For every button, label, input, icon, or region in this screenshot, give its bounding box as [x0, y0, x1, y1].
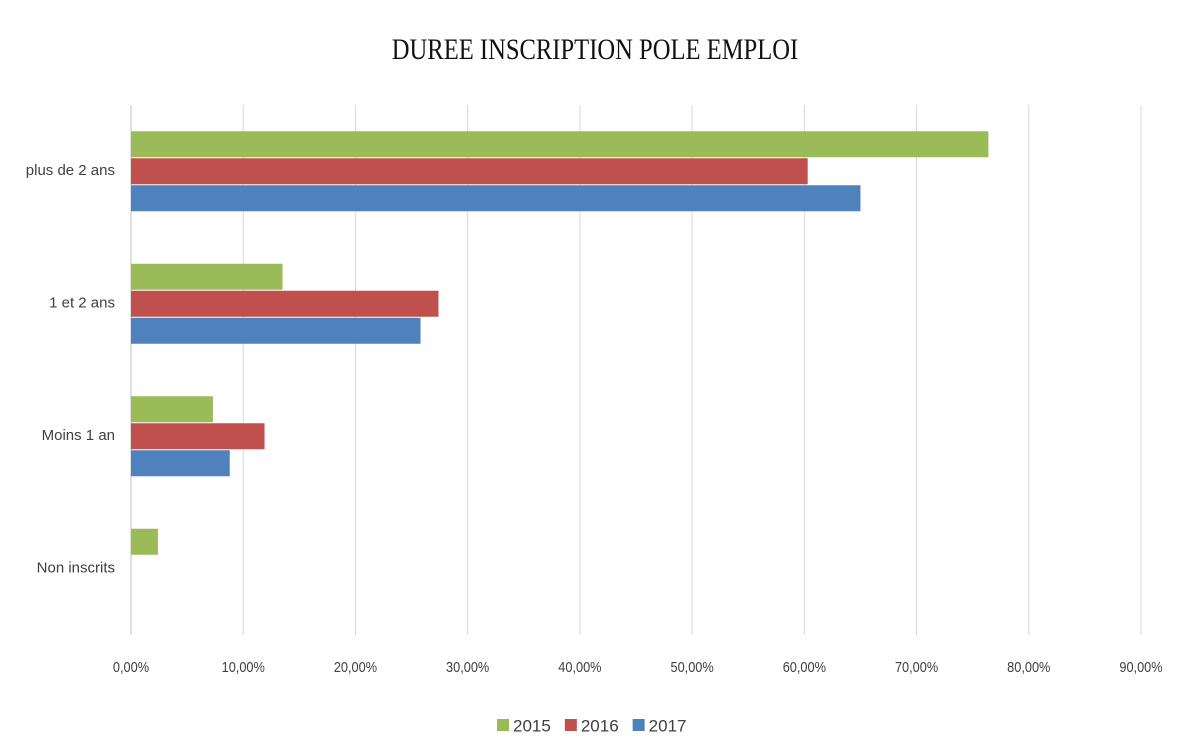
legend-label: 2015 [513, 716, 551, 735]
x-tick-label: 0,00% [113, 658, 149, 675]
x-tick-label: 50,00% [671, 658, 714, 675]
bar [131, 423, 265, 450]
bar [131, 185, 861, 212]
legend-swatch [632, 719, 645, 731]
y-tick-label: Non inscrits [37, 560, 115, 577]
x-tick-label: 60,00% [783, 658, 826, 675]
x-tick-label: 90,00% [1119, 658, 1162, 675]
x-tick-label: 30,00% [446, 658, 489, 675]
y-tick-label: 1 et 2 ans [49, 295, 115, 312]
bar [131, 290, 439, 317]
x-tick-label: 20,00% [334, 658, 377, 675]
y-tick-label: plus de 2 ans [26, 162, 115, 179]
bar [131, 131, 989, 158]
x-tick-label: 80,00% [1007, 658, 1050, 675]
legend-swatch [497, 719, 509, 731]
bar [131, 317, 421, 344]
legend-label: 2017 [649, 716, 687, 735]
bar [131, 396, 213, 423]
y-tick-label: Moins 1 an [42, 427, 115, 444]
legend-label: 2016 [581, 716, 619, 735]
chart-title: DUREE INSCRIPTION POLE EMPLOI [392, 33, 798, 66]
bar [131, 158, 808, 185]
x-tick-label: 40,00% [558, 658, 601, 675]
bar [131, 263, 283, 290]
x-tick-label: 70,00% [895, 658, 938, 675]
legend-swatch [564, 719, 577, 731]
x-tick-label: 10,00% [222, 658, 265, 675]
bar [131, 528, 158, 555]
bar [131, 450, 230, 477]
